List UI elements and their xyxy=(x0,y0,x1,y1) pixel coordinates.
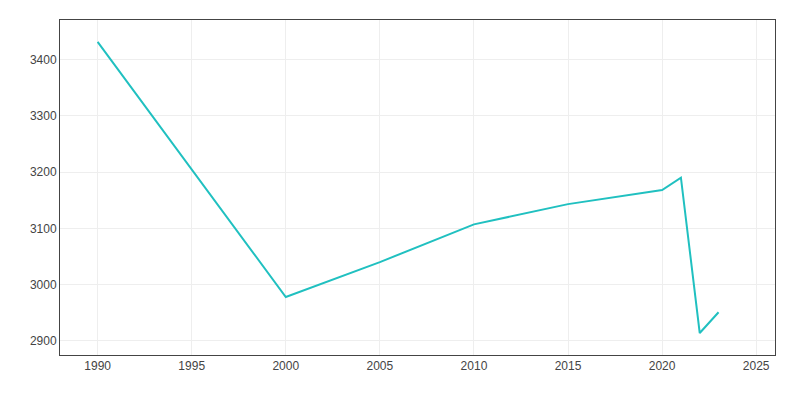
svg-text:3100: 3100 xyxy=(30,222,57,236)
svg-text:2000: 2000 xyxy=(272,359,299,373)
svg-text:1990: 1990 xyxy=(84,359,111,373)
svg-text:2900: 2900 xyxy=(30,334,57,348)
svg-text:3400: 3400 xyxy=(30,53,57,67)
svg-text:2015: 2015 xyxy=(555,359,582,373)
svg-text:3200: 3200 xyxy=(30,165,57,179)
svg-text:2010: 2010 xyxy=(461,359,488,373)
svg-text:2025: 2025 xyxy=(743,359,770,373)
svg-text:3300: 3300 xyxy=(30,109,57,123)
svg-text:1995: 1995 xyxy=(178,359,205,373)
svg-text:3000: 3000 xyxy=(30,278,57,292)
svg-text:2020: 2020 xyxy=(649,359,676,373)
svg-text:2005: 2005 xyxy=(367,359,394,373)
